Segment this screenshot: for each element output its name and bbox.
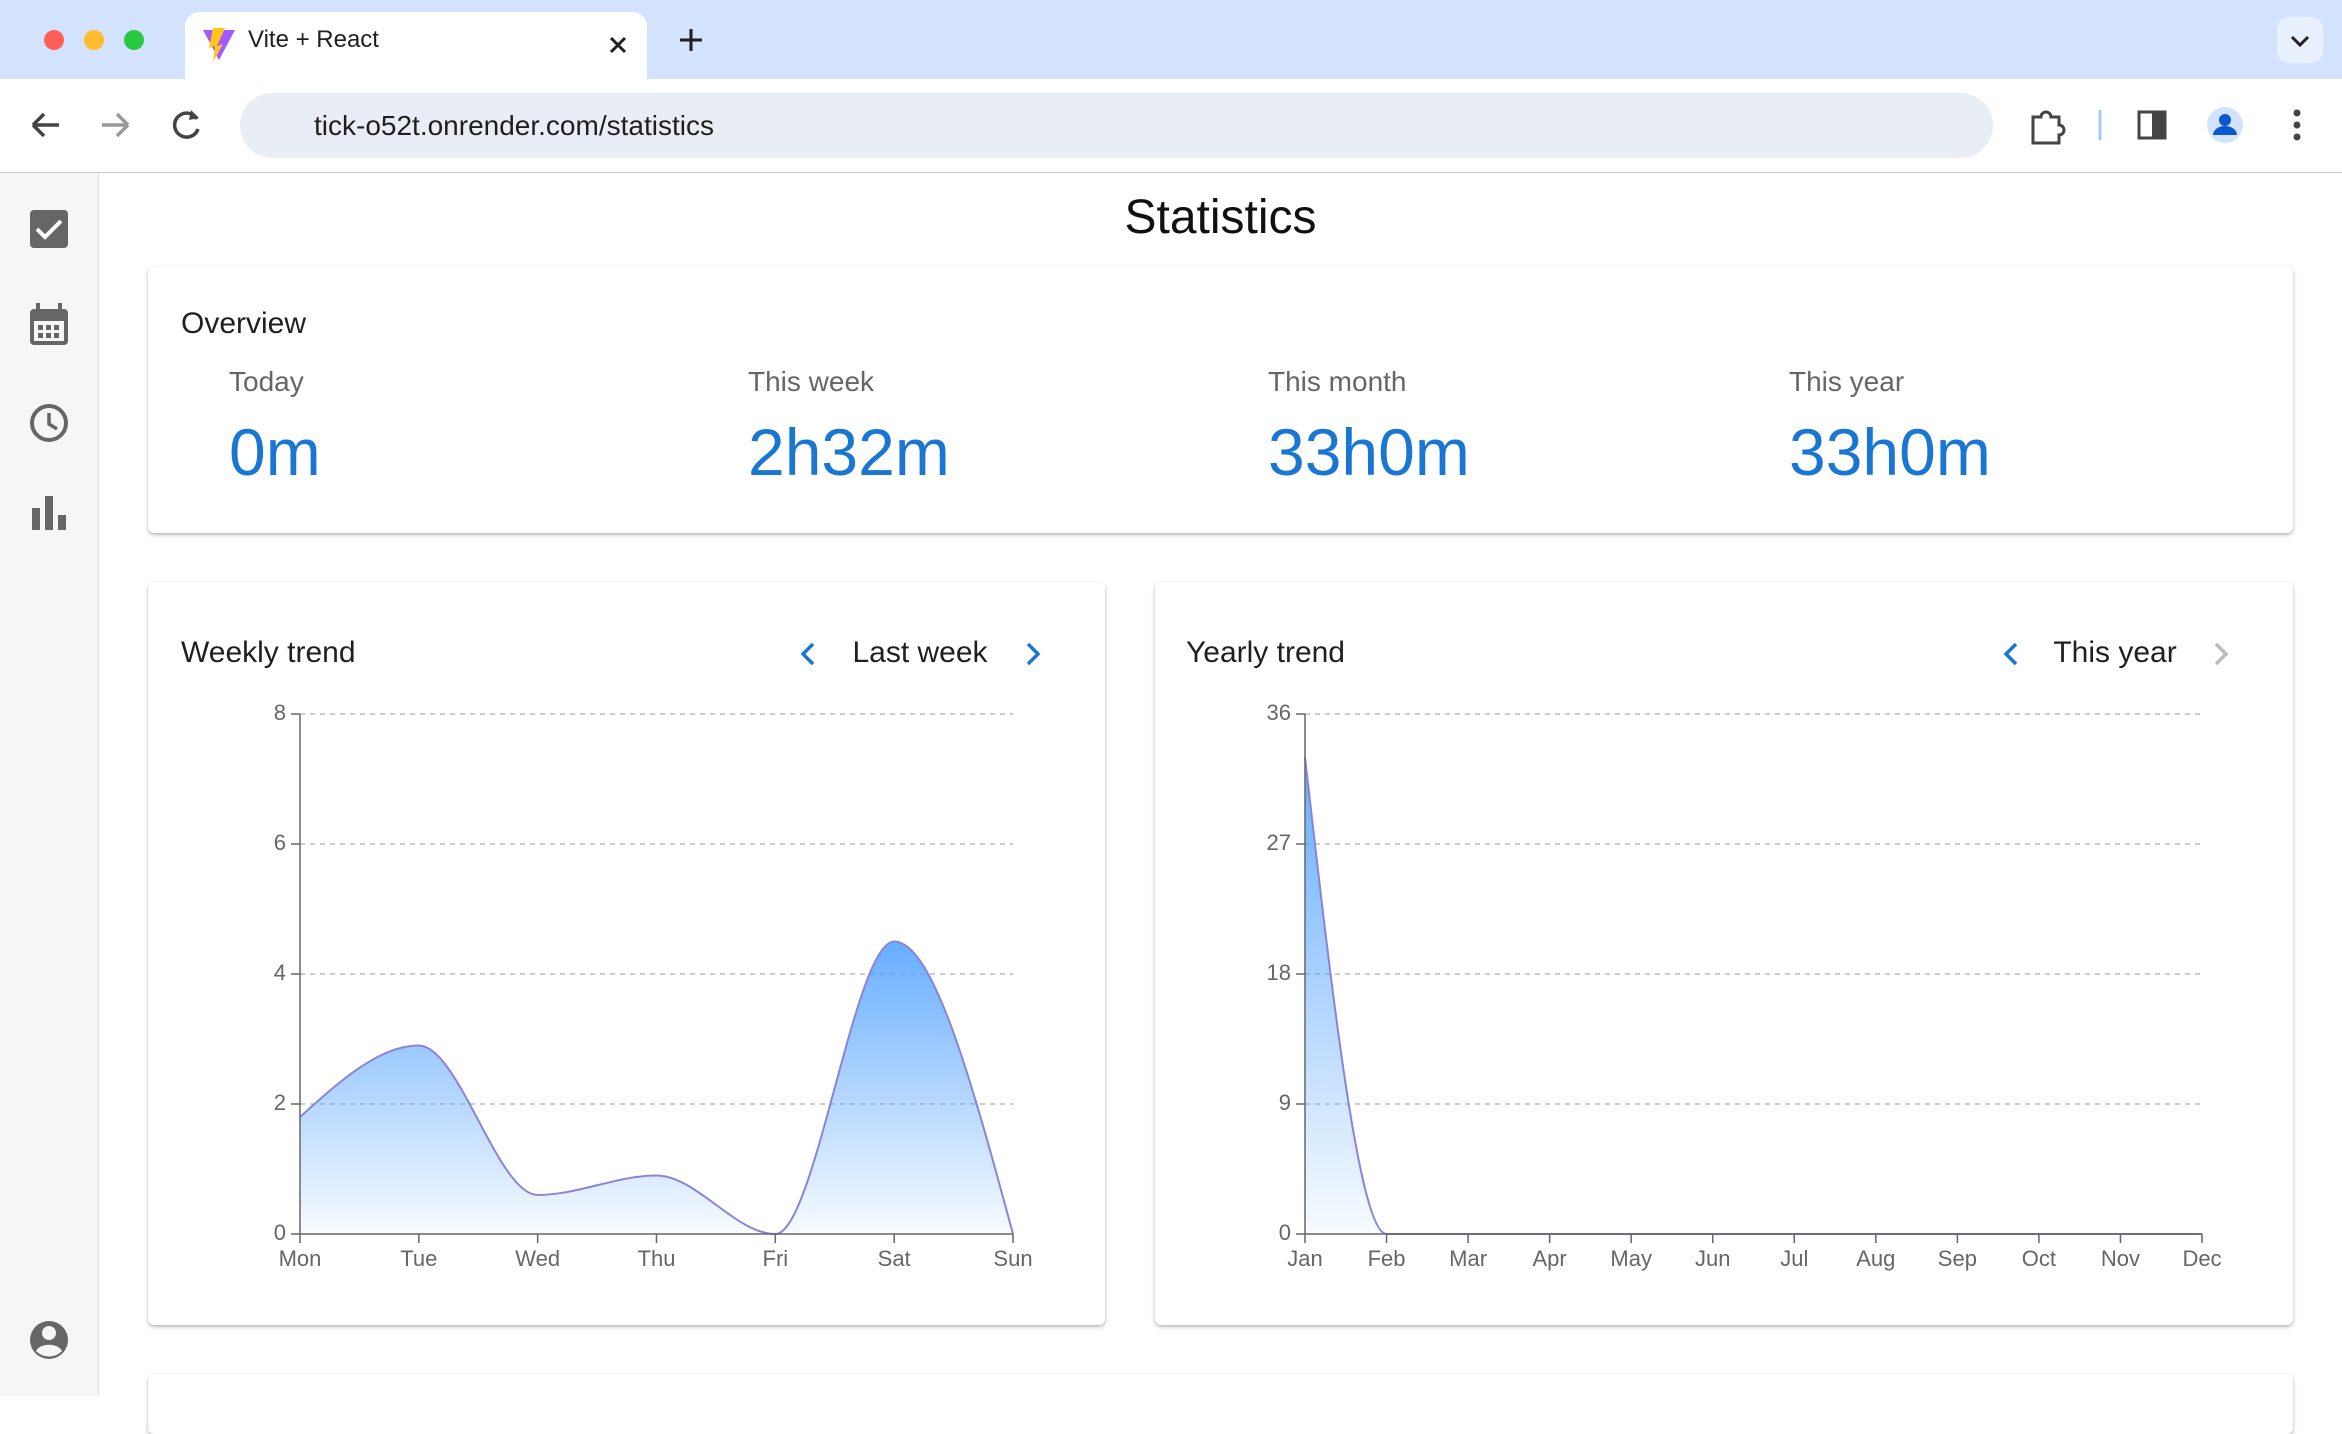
x-tick-label: Sep: [1938, 1246, 1977, 1271]
side-panel-fill: [2152, 112, 2165, 138]
y-tick-label: 0: [274, 1220, 286, 1245]
address-bar[interactable]: tick-o52t.onrender.com/statistics: [240, 93, 1993, 158]
tab[interactable]: Vite + React: [185, 12, 647, 79]
y-tick-label: 8: [274, 700, 286, 725]
url: tick-o52t.onrender.com/statistics: [314, 110, 714, 141]
chart: Yearly trend This year 0 9 18 27 36 Jan Feb Mar Ap…: [1186, 636, 2229, 1271]
chart-title: Weekly trend: [181, 636, 356, 669]
x-tick-label: Sat: [878, 1246, 911, 1271]
sidebar-icons: [30, 210, 68, 1359]
x-tick-label: Aug: [1856, 1246, 1895, 1271]
favicon: [203, 28, 235, 62]
x-tick-label: Feb: [1368, 1246, 1406, 1271]
next-period[interactable]: [1026, 642, 1041, 666]
previous-period[interactable]: [2003, 642, 2018, 666]
y-tick-label: 0: [1279, 1220, 1291, 1245]
y-tick-label: 27: [1267, 830, 1291, 855]
y-tick-label: 36: [1267, 700, 1291, 725]
x-tick-label: Mar: [1449, 1246, 1487, 1271]
x-tick-label: Sun: [993, 1246, 1032, 1271]
tasks-nav[interactable]: [30, 210, 68, 248]
maximize-window[interactable]: [124, 30, 144, 50]
minimize-window[interactable]: [84, 30, 104, 50]
profile-body: [2213, 126, 2237, 135]
weekly-card: Weekly trend Last week 0 2 4 6 8 Mon Tue Wed Thu Fr…: [148, 582, 1105, 1325]
stat-value: 33h0m: [1789, 415, 1991, 489]
y-tick-label: 18: [1267, 960, 1291, 985]
stat-label: This week: [748, 366, 875, 397]
stat-label: Today: [229, 366, 304, 397]
stat-label: This year: [1789, 366, 1905, 397]
period-label: Last week: [852, 636, 988, 669]
area: [300, 941, 1013, 1234]
forward-button[interactable]: [102, 112, 130, 138]
close-tab[interactable]: [603, 30, 633, 60]
stat-value: 33h0m: [1268, 415, 1470, 489]
x-tick-label: Thu: [638, 1246, 676, 1271]
x-tick-label: Tue: [400, 1246, 437, 1271]
overview-title: Overview: [181, 307, 307, 340]
chart: Weekly trend Last week 0 2 4 6 8 Mon Tue Wed Thu Fr…: [181, 636, 1041, 1271]
close-window[interactable]: [44, 30, 64, 50]
overview-card: Overview Today 0m This week 2h32m This month…: [148, 267, 2293, 533]
stat-value: 0m: [229, 415, 321, 489]
statistics-nav[interactable]: [32, 496, 66, 530]
tab-title: Vite + React: [248, 26, 379, 53]
x-tick-label: Dec: [2182, 1246, 2221, 1271]
calendar-nav[interactable]: [30, 303, 68, 345]
x-tick-label: May: [1610, 1246, 1652, 1271]
stat-value: 2h32m: [748, 415, 950, 489]
y-tick-label: 9: [1279, 1090, 1291, 1115]
x-tick-label: Mon: [279, 1246, 322, 1271]
screen: Vite + React tick-o52t.onrender.com/stat…: [0, 0, 2342, 1396]
area: [1305, 757, 2202, 1234]
x-tick-label: Wed: [515, 1246, 560, 1271]
line: [299, 940, 1014, 1236]
next-period: [2214, 642, 2229, 666]
x-tick-label: Jul: [1780, 1246, 1808, 1271]
x-tick-label: Nov: [2101, 1246, 2140, 1271]
reload-button[interactable]: [172, 111, 200, 139]
chevron-icon: [2290, 35, 2310, 48]
profile-head: [2219, 114, 2231, 126]
sidebar: [0, 173, 99, 1396]
y-tick-label: 2: [274, 1090, 286, 1115]
x-tick-label: Fri: [763, 1246, 789, 1271]
new-tab[interactable]: [680, 29, 702, 51]
page-title: Statistics: [1124, 191, 1317, 244]
stat-label: This month: [1268, 366, 1407, 397]
tab-search[interactable]: [2277, 17, 2323, 63]
next-card: [148, 1374, 2293, 1434]
x-tick-label: Jan: [1287, 1246, 1322, 1271]
y-tick-label: 4: [274, 960, 286, 985]
period-label: This year: [2053, 636, 2176, 669]
menu-button[interactable]: [2293, 109, 2301, 141]
line: [1304, 757, 2202, 1235]
account-nav[interactable]: [30, 1321, 68, 1359]
chart-title: Yearly trend: [1186, 636, 1345, 669]
y-tick-label: 6: [274, 830, 286, 855]
yearly-card: Yearly trend This year 0 9 18 27 36 Jan Feb Mar Ap…: [1155, 582, 2293, 1325]
timer-nav[interactable]: [30, 404, 68, 442]
x-tick-label: Jun: [1695, 1246, 1730, 1271]
back-button[interactable]: [31, 112, 59, 138]
extensions[interactable]: [2031, 110, 2066, 145]
x-tick-label: Apr: [1533, 1246, 1567, 1271]
reload-arrow: [189, 110, 199, 120]
previous-period[interactable]: [800, 642, 815, 666]
window-controls: [44, 17, 2323, 63]
x-tick-label: Oct: [2022, 1246, 2056, 1271]
